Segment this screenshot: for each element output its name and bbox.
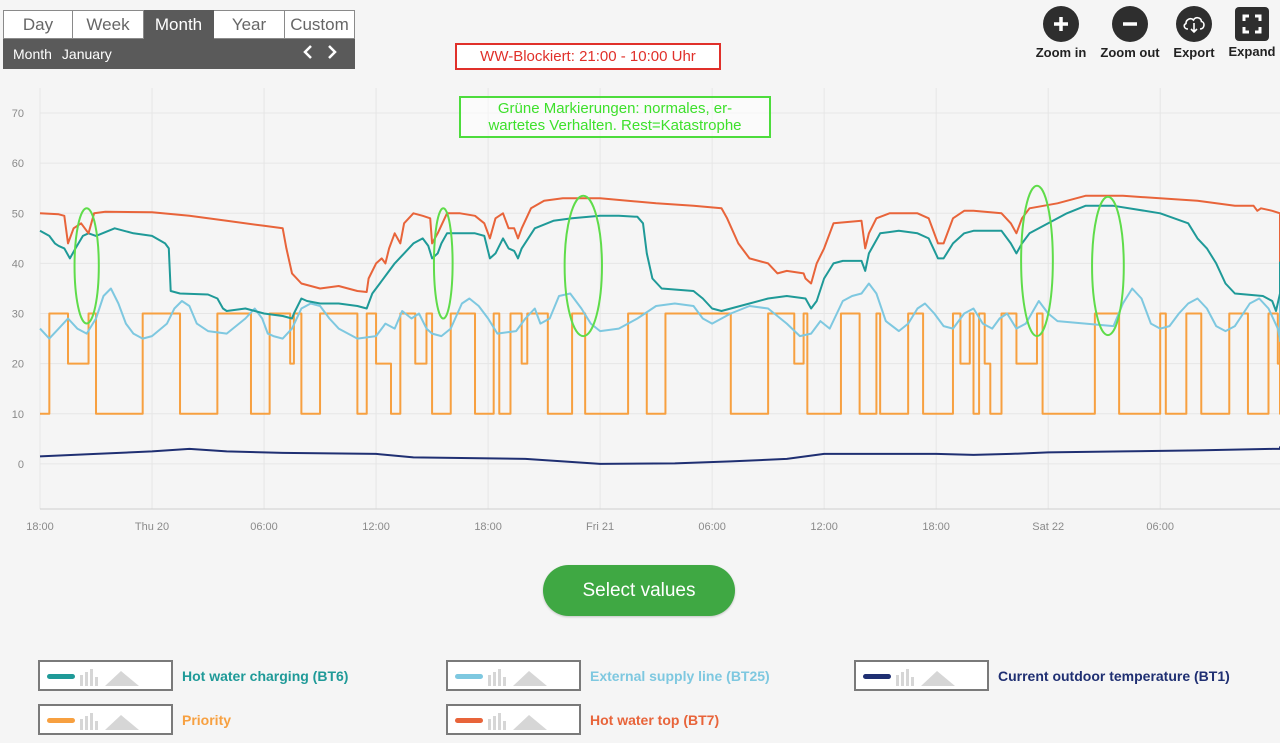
expand-button[interactable]: Expand (1216, 6, 1280, 59)
period-prefix: Month (13, 46, 52, 62)
legend-toggle[interactable] (854, 660, 989, 691)
zoom-in-label: Zoom in (1035, 45, 1087, 60)
blocked-annotation: WW-Blockiert: 21:00 - 10:00 Uhr (455, 43, 721, 70)
zoom-out-button[interactable]: Zoom out (1094, 6, 1166, 60)
zoom-in-button[interactable]: Zoom in (1025, 6, 1097, 60)
legend-item-bt6[interactable]: Hot water charging (BT6) (38, 660, 348, 691)
y-tick-label: 30 (12, 309, 24, 321)
legend-label: External supply line (BT25) (590, 667, 770, 684)
legend-label: Hot water top (BT7) (590, 711, 720, 728)
plus-circle-icon (1043, 6, 1079, 42)
period-navigator: Month January (3, 39, 355, 69)
y-tick-label: 0 (18, 459, 24, 471)
x-tick-label: Thu 20 (135, 521, 169, 533)
highlight-ellipse (432, 207, 454, 320)
legend-item-priority[interactable]: Priority (38, 704, 231, 735)
legend-toggle[interactable] (38, 660, 173, 691)
tab-custom[interactable]: Custom (285, 10, 355, 39)
x-tick-label: 18:00 (922, 521, 950, 533)
legend-label: Priority (182, 711, 232, 728)
tab-day[interactable]: Day (3, 10, 73, 39)
chevron-left-icon[interactable] (303, 44, 313, 65)
select-values-button[interactable]: Select values (543, 565, 735, 616)
expand-icon (1235, 7, 1269, 41)
legend-swatch (455, 674, 483, 679)
highlight-ellipse (73, 207, 100, 325)
y-tick-label: 20 (12, 359, 24, 371)
x-tick-label: 18:00 (474, 521, 502, 533)
tab-week[interactable]: Week (73, 10, 144, 39)
legend-label: Current outdoor temperature (BT1) (998, 667, 1230, 684)
legend-item-bt7[interactable]: Hot water top (BT7) (446, 704, 719, 735)
series-hot-water-charging-bt6 (39, 204, 1280, 320)
series-hot-water-top-bt7 (39, 194, 1280, 293)
cloud-download-icon (1176, 6, 1212, 42)
series-outdoor-temperature-bt1 (39, 446, 1280, 465)
chart-type-icon (896, 669, 955, 686)
highlight-ellipse (1020, 184, 1054, 338)
chart-type-icon (80, 669, 139, 686)
export-label: Export (1173, 45, 1215, 60)
x-tick-label: 18:00 (26, 521, 54, 533)
legend-swatch (455, 718, 483, 723)
tab-month[interactable]: Month (144, 10, 214, 39)
minus-circle-icon (1112, 6, 1148, 42)
highlight-ellipse (1091, 195, 1125, 337)
period-tabs: Day Week Month Year Custom (3, 10, 355, 39)
x-tick-label: Sat 22 (1032, 521, 1064, 533)
x-tick-label: Fri 21 (586, 521, 614, 533)
legend-swatch (47, 718, 75, 723)
green-annotation-line2: wartetes Verhalten. Rest=Katastrophe (488, 117, 742, 134)
green-annotation: Grüne Markierungen: normales, er- wartet… (459, 96, 771, 138)
chevron-right-icon[interactable] (327, 44, 337, 65)
chart-type-icon (80, 713, 139, 730)
highlight-ellipse (563, 194, 603, 338)
tab-year[interactable]: Year (214, 10, 285, 39)
y-tick-label: 50 (12, 208, 24, 220)
legend-toggle[interactable] (446, 660, 581, 691)
x-tick-label: 12:00 (362, 521, 390, 533)
zoom-out-label: Zoom out (1100, 45, 1160, 60)
y-tick-label: 70 (12, 108, 24, 120)
green-annotation-line1: Grüne Markierungen: normales, er- (497, 100, 733, 117)
line-chart[interactable]: 0 10 20 30 40 50 60 70 18:00 Thu 20 06:00 12:00 18:0… (0, 88, 1280, 538)
legend-item-bt25[interactable]: External supply line (BT25) (446, 660, 770, 691)
x-tick-label: 06:00 (250, 521, 278, 533)
x-tick-label: 12:00 (810, 521, 838, 533)
export-button[interactable]: Export (1158, 6, 1230, 60)
period-value: January (61, 46, 112, 62)
y-tick-label: 60 (12, 158, 24, 170)
chart-type-icon (488, 669, 547, 686)
legend-label: Hot water charging (BT6) (182, 667, 349, 684)
y-tick-label: 10 (12, 409, 24, 421)
legend-swatch (863, 674, 891, 679)
legend-item-bt1[interactable]: Current outdoor temperature (BT1) (854, 660, 1230, 691)
chart-type-icon (488, 713, 547, 730)
y-tick-label: 40 (12, 258, 24, 270)
x-tick-label: 06:00 (1146, 521, 1174, 533)
legend-toggle[interactable] (38, 704, 173, 735)
legend-toggle[interactable] (446, 704, 581, 735)
x-tick-label: 06:00 (698, 521, 726, 533)
period-selector: Day Week Month Year Custom Month January (3, 10, 355, 69)
series-external-supply-bt25 (39, 282, 1280, 343)
legend-swatch (47, 674, 75, 679)
expand-label: Expand (1228, 44, 1276, 59)
